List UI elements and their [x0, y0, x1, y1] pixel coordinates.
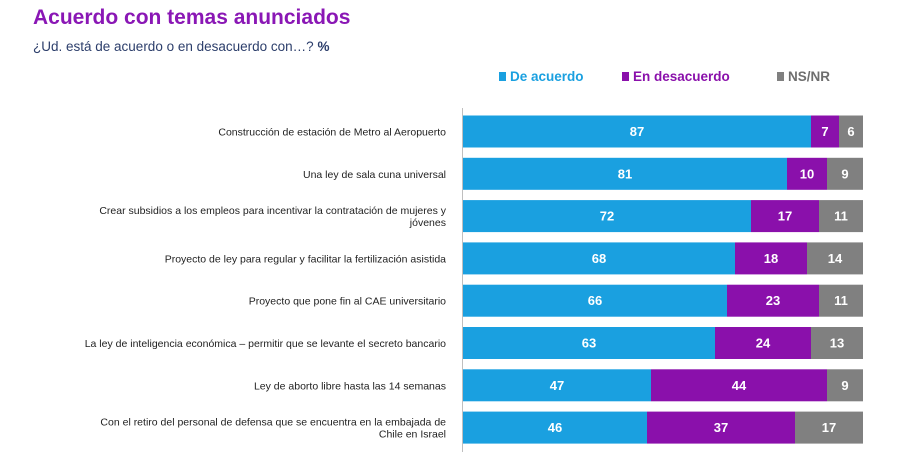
data-label-en-desacuerdo: 10	[800, 166, 814, 181]
bar-segment-ns-nr	[839, 115, 863, 148]
data-label-de-acuerdo: 47	[550, 378, 564, 393]
data-label-de-acuerdo: 66	[588, 293, 602, 308]
legend-swatch-en-desacuerdo	[622, 72, 629, 81]
data-label-ns-nr: 11	[834, 209, 848, 224]
bar-segment-de-acuerdo	[463, 200, 751, 233]
legend-swatch-de-acuerdo	[499, 72, 506, 81]
bar-segment-en-desacuerdo	[735, 242, 807, 275]
data-label-en-desacuerdo: 37	[714, 420, 728, 435]
data-label-de-acuerdo: 68	[592, 251, 606, 266]
category-label: La ley de inteligencia económica – permi…	[85, 338, 446, 350]
data-label-ns-nr: 17	[822, 420, 836, 435]
data-label-ns-nr: 13	[830, 336, 844, 351]
bar-segment-ns-nr	[811, 327, 863, 359]
data-label-de-acuerdo: 63	[582, 336, 596, 351]
data-label-en-desacuerdo: 24	[756, 336, 771, 351]
legend-item-ns-nr: NS/NR	[777, 69, 830, 84]
bar-segment-en-desacuerdo	[715, 327, 811, 359]
data-label-en-desacuerdo: 23	[766, 293, 780, 308]
category-label: Con el retiro del personal de defensa qu…	[100, 417, 446, 441]
legend-item-de-acuerdo: De acuerdo	[499, 69, 584, 84]
bar-segment-de-acuerdo	[463, 242, 735, 275]
chart-subtitle: ¿Ud. está de acuerdo o en desacuerdo con…	[33, 39, 329, 54]
bar-segment-de-acuerdo	[463, 327, 715, 359]
data-label-en-desacuerdo: 7	[821, 124, 828, 139]
bar-segment-de-acuerdo	[463, 369, 651, 402]
bar-segment-en-desacuerdo	[727, 284, 819, 317]
category-label: Proyecto que pone fin al CAE universitar…	[249, 296, 446, 308]
data-label-ns-nr: 9	[841, 166, 848, 181]
chart-title: Acuerdo con temas anunciados	[33, 6, 351, 29]
bar-segment-ns-nr	[819, 284, 863, 317]
bar-segment-en-desacuerdo	[811, 115, 839, 148]
data-label-de-acuerdo: 46	[548, 420, 562, 435]
data-label-de-acuerdo: 87	[630, 124, 644, 139]
data-label-ns-nr: 11	[834, 293, 848, 308]
legend-item-en-desacuerdo: En desacuerdo	[622, 69, 730, 84]
category-label: Crear subsidios a los empleos para incen…	[99, 205, 446, 229]
bar-segment-de-acuerdo	[463, 411, 647, 444]
bar-segment-en-desacuerdo	[787, 157, 827, 190]
data-label-de-acuerdo: 72	[600, 209, 614, 224]
legend-label-de-acuerdo: De acuerdo	[510, 69, 584, 84]
legend-label-ns-nr: NS/NR	[788, 69, 831, 84]
bar-segment-ns-nr	[807, 242, 863, 275]
legend: De acuerdo En desacuerdo NS/NR	[470, 69, 865, 91]
bar-segment-de-acuerdo	[463, 157, 787, 190]
data-label-de-acuerdo: 81	[618, 166, 632, 181]
data-label-en-desacuerdo: 18	[764, 251, 778, 266]
category-label: Construcción de estación de Metro al Aer…	[218, 127, 446, 139]
bar-segment-ns-nr	[795, 411, 863, 444]
legend-label-en-desacuerdo: En desacuerdo	[633, 69, 730, 84]
subtitle-question: ¿Ud. está de acuerdo o en desacuerdo con…	[33, 39, 314, 54]
bar-segment-ns-nr	[827, 157, 863, 190]
bar-segment-de-acuerdo	[463, 115, 811, 148]
data-label-en-desacuerdo: 17	[778, 209, 792, 224]
category-label: Una ley de sala cuna universal	[303, 169, 446, 181]
subtitle-unit: %	[317, 39, 330, 54]
bar-segment-en-desacuerdo	[751, 200, 819, 233]
data-label-en-desacuerdo: 44	[732, 378, 747, 393]
legend-swatch-ns-nr	[777, 72, 784, 81]
bar-segment-en-desacuerdo	[647, 411, 795, 444]
category-label: Proyecto de ley para regular y facilitar…	[165, 253, 446, 265]
data-label-ns-nr: 9	[841, 378, 848, 393]
category-label: Ley de aborto libre hasta las 14 semanas	[254, 380, 446, 392]
bar-segment-ns-nr	[827, 369, 863, 402]
bar-segment-de-acuerdo	[463, 284, 727, 317]
data-label-ns-nr: 6	[847, 124, 854, 139]
bar-segment-en-desacuerdo	[651, 369, 827, 402]
bar-segment-ns-nr	[819, 200, 863, 233]
data-label-ns-nr: 14	[828, 251, 843, 266]
